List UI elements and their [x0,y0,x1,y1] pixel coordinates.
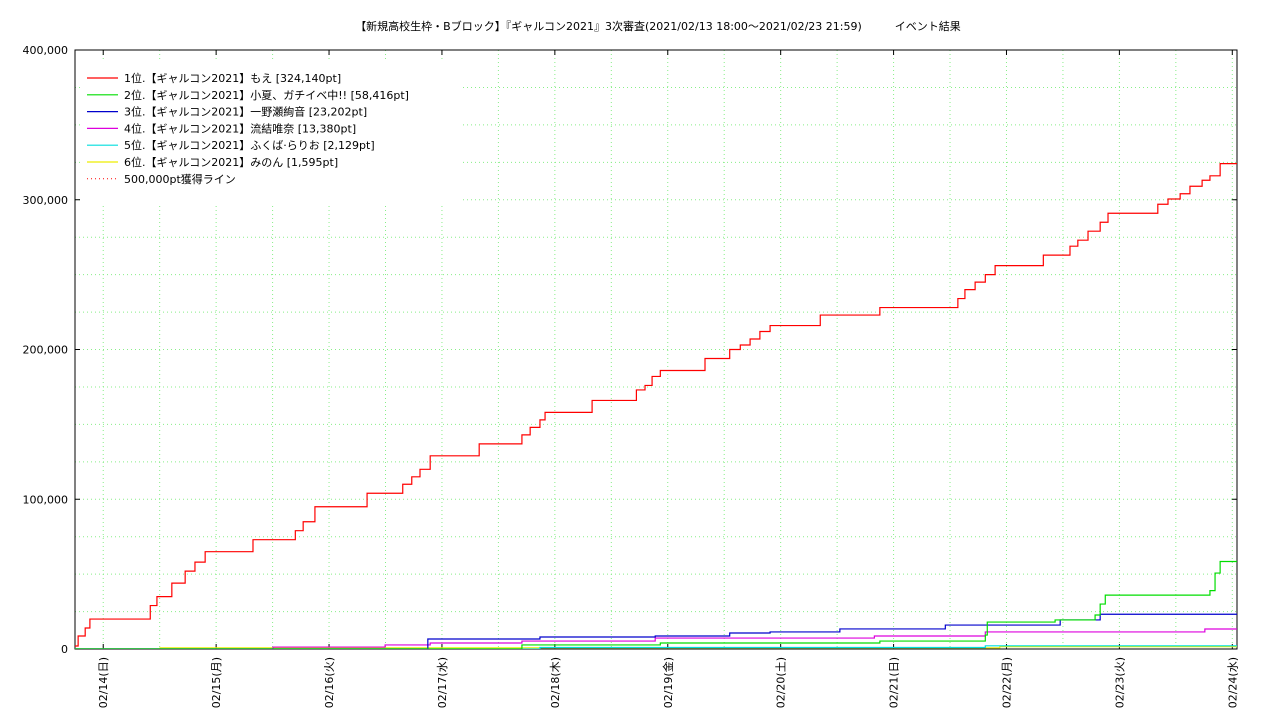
plot-area [75,163,1237,649]
legend-label: 6位.【ギャルコン2021】みのん [1,595pt] [124,155,338,169]
x-tick-label: 02/21(日) [888,657,901,708]
x-tick-label: 02/15(月) [210,657,223,708]
legend-label: 4位.【ギャルコン2021】流結唯奈 [13,380pt] [124,121,356,135]
plot-frame [74,49,1238,650]
y-tick-label: 100,000 [23,493,69,506]
series-line [75,560,1237,649]
x-tick-label: 02/14(日) [97,657,110,708]
legend-label: 2位.【ギャルコン2021】小夏、ガチイベ中!! [58,416pt] [124,88,409,102]
x-tick-label: 02/19(金) [661,657,675,708]
x-tick-label: 02/16(火) [323,657,336,708]
x-tick-label: 02/18(木) [549,657,562,708]
y-tick-label: 400,000 [23,44,69,57]
legend-box [80,62,460,206]
chart-title: 【新規高校生枠・Bブロック】『ギャルコン2021』3次審査(2021/02/13… [355,19,961,33]
legend-label: 500,000pt獲得ライン [124,173,236,186]
x-tick-label: 02/22(月) [1000,657,1013,708]
x-tick-label: 02/24(水) [1226,657,1239,708]
legend-label: 5位.【ギャルコン2021】ふくば·らりお [2,129pt] [124,138,375,152]
legend-label: 3位.【ギャルコン2021】一野瀬絢音 [23,202pt] [124,105,367,119]
y-tick-label: 200,000 [23,344,69,357]
x-tick-label: 02/17(水) [436,657,449,708]
legend-label: 1位.【ギャルコン2021】もえ [324,140pt] [124,71,341,85]
y-tick-label: 300,000 [23,194,69,207]
x-tick-label: 02/23(火) [1113,657,1126,708]
series-line [75,163,1237,647]
series-line [75,613,1237,649]
series-line [75,628,1237,649]
y-tick-label: 0 [61,643,68,656]
x-tick-label: 02/20(土) [775,657,788,708]
series-line [75,645,1237,649]
